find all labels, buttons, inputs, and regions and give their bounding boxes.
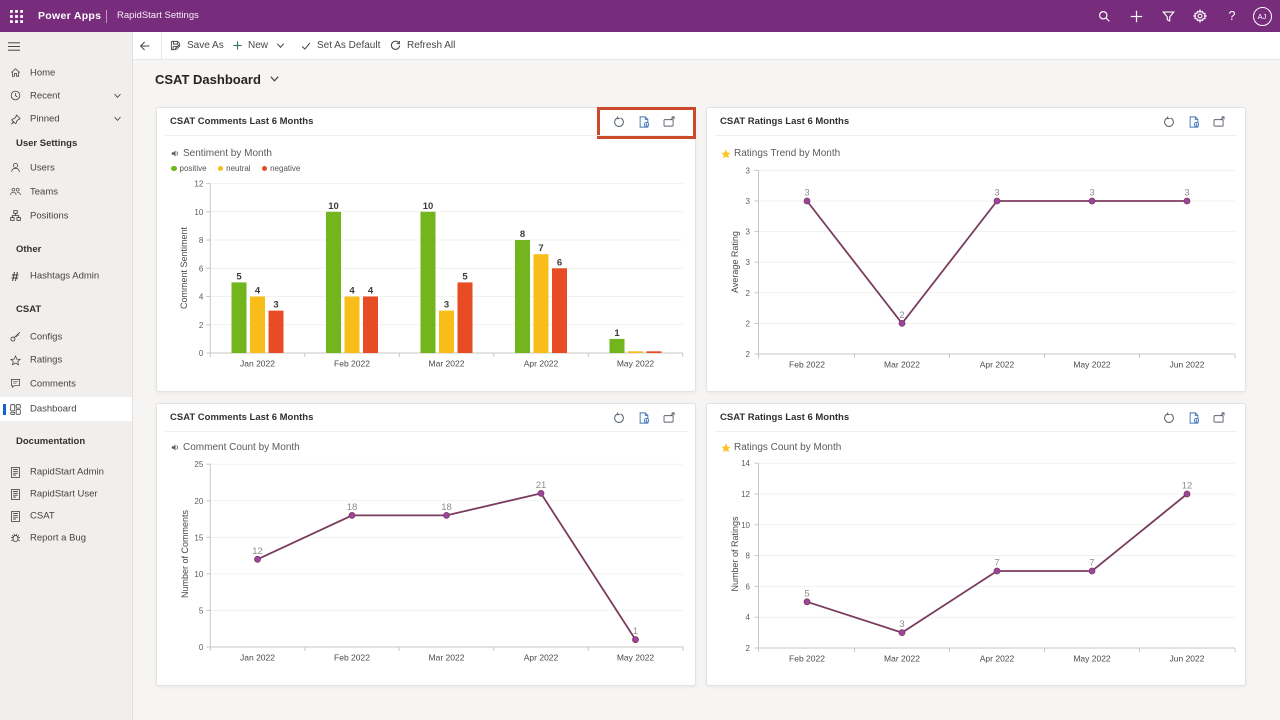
- svg-text:8: 8: [199, 236, 204, 245]
- svg-text:Feb 2022: Feb 2022: [334, 653, 370, 663]
- svg-text:Mar 2022: Mar 2022: [884, 360, 920, 370]
- svg-text:12: 12: [252, 546, 263, 557]
- svg-text:Apr 2022: Apr 2022: [980, 360, 1015, 370]
- svg-text:2: 2: [746, 289, 751, 298]
- svg-text:2: 2: [899, 310, 904, 321]
- svg-text:10: 10: [423, 201, 434, 212]
- svg-text:1: 1: [633, 626, 638, 637]
- svg-text:0: 0: [199, 349, 204, 358]
- svg-text:7: 7: [538, 243, 543, 254]
- svg-text:Average Rating: Average Rating: [730, 231, 740, 293]
- svg-text:4: 4: [199, 293, 204, 302]
- svg-text:12: 12: [1182, 481, 1193, 492]
- svg-text:12: 12: [741, 490, 750, 499]
- svg-text:3: 3: [1089, 188, 1094, 199]
- svg-text:Feb 2022: Feb 2022: [789, 654, 825, 664]
- svg-text:Jan 2022: Jan 2022: [240, 359, 275, 369]
- svg-text:Jun 2022: Jun 2022: [1170, 654, 1205, 664]
- svg-text:3: 3: [1184, 188, 1189, 199]
- svg-text:3: 3: [746, 197, 751, 206]
- svg-text:3: 3: [899, 619, 904, 630]
- svg-text:Feb 2022: Feb 2022: [789, 360, 825, 370]
- svg-text:6: 6: [557, 257, 562, 268]
- svg-text:2: 2: [746, 350, 751, 359]
- svg-text:8: 8: [746, 552, 751, 561]
- svg-text:Jan 2022: Jan 2022: [240, 653, 275, 663]
- svg-text:5: 5: [236, 271, 242, 282]
- svg-text:7: 7: [994, 558, 999, 569]
- svg-text:May 2022: May 2022: [1073, 360, 1111, 370]
- svg-text:Apr 2022: Apr 2022: [980, 654, 1015, 664]
- svg-text:2: 2: [199, 321, 204, 330]
- svg-text:Number of Comments: Number of Comments: [180, 509, 190, 598]
- svg-text:May 2022: May 2022: [617, 653, 655, 663]
- svg-text:18: 18: [347, 502, 358, 513]
- svg-text:Apr 2022: Apr 2022: [524, 359, 559, 369]
- svg-text:21: 21: [536, 480, 547, 491]
- svg-text:4: 4: [349, 286, 355, 297]
- svg-text:Feb 2022: Feb 2022: [334, 359, 370, 369]
- svg-text:10: 10: [194, 208, 203, 217]
- svg-text:2: 2: [746, 319, 751, 328]
- svg-text:25: 25: [194, 460, 203, 469]
- svg-text:Mar 2022: Mar 2022: [429, 359, 465, 369]
- svg-text:12: 12: [194, 180, 203, 189]
- svg-text:Jun 2022: Jun 2022: [1170, 360, 1205, 370]
- svg-text:7: 7: [1089, 558, 1094, 569]
- svg-text:6: 6: [199, 264, 204, 273]
- svg-text:5: 5: [462, 271, 468, 282]
- svg-text:Mar 2022: Mar 2022: [429, 653, 465, 663]
- svg-text:2: 2: [746, 644, 751, 653]
- svg-text:3: 3: [444, 300, 449, 311]
- svg-text:4: 4: [255, 286, 261, 297]
- svg-text:20: 20: [194, 497, 203, 506]
- svg-text:3: 3: [994, 188, 999, 199]
- svg-text:5: 5: [199, 606, 204, 615]
- svg-text:15: 15: [194, 533, 203, 542]
- svg-text:Apr 2022: Apr 2022: [524, 653, 559, 663]
- svg-text:18: 18: [441, 502, 452, 513]
- svg-text:5: 5: [804, 588, 809, 599]
- svg-text:10: 10: [194, 570, 203, 579]
- svg-text:Comment Sentiment: Comment Sentiment: [179, 226, 189, 309]
- svg-text:May 2022: May 2022: [617, 359, 655, 369]
- svg-text:6: 6: [746, 582, 751, 591]
- svg-text:4: 4: [368, 286, 374, 297]
- svg-text:10: 10: [741, 521, 750, 530]
- svg-text:Mar 2022: Mar 2022: [884, 654, 920, 664]
- svg-text:3: 3: [746, 166, 751, 175]
- svg-text:10: 10: [328, 201, 339, 212]
- svg-text:14: 14: [741, 459, 750, 468]
- svg-text:3: 3: [273, 300, 278, 311]
- svg-text:3: 3: [746, 228, 751, 237]
- svg-text:3: 3: [804, 188, 809, 199]
- svg-text:1: 1: [614, 328, 620, 339]
- svg-text:3: 3: [746, 258, 751, 267]
- svg-text:8: 8: [520, 229, 525, 240]
- svg-text:Number of Ratings: Number of Ratings: [730, 516, 740, 592]
- svg-text:May 2022: May 2022: [1073, 654, 1111, 664]
- svg-text:0: 0: [199, 643, 204, 652]
- svg-text:4: 4: [746, 613, 751, 622]
